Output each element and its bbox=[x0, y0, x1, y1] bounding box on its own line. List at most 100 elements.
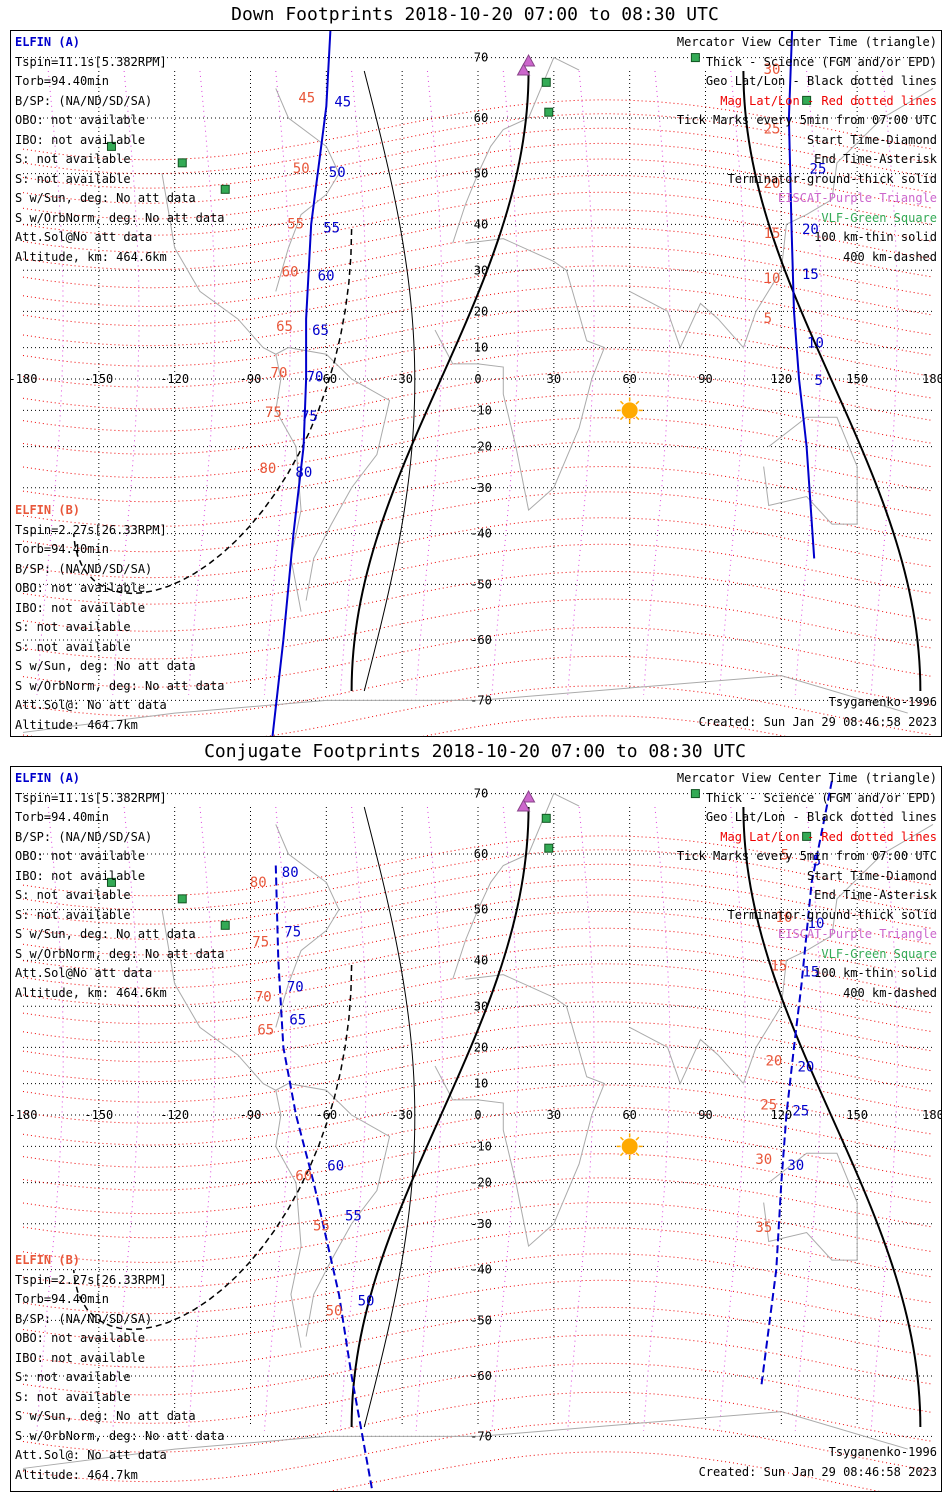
mag-lon-line bbox=[263, 806, 292, 1432]
coastline bbox=[434, 238, 606, 512]
mag-lat-line bbox=[22, 1177, 934, 1239]
mag-lat-line bbox=[22, 517, 934, 579]
legend-geo: Geo Lat/Lon - Black dotted lines bbox=[705, 74, 937, 88]
track-a-tick-label: 5 bbox=[815, 373, 823, 389]
lon-tick-label: 30 bbox=[547, 372, 561, 386]
mag-lat-line bbox=[22, 393, 934, 455]
eiscat-triangle-icon bbox=[521, 789, 536, 803]
track-b-tick-label: 25 bbox=[760, 1098, 777, 1114]
lon-tick-label: -90 bbox=[240, 372, 262, 386]
mag-lat-line bbox=[22, 113, 934, 175]
info-line: S: not available bbox=[15, 152, 131, 166]
lon-tick-label: -90 bbox=[240, 1108, 262, 1122]
track-b-tick-label: 30 bbox=[755, 1152, 772, 1168]
lat-tick-label: -20 bbox=[470, 440, 492, 454]
info-line: OBO: not available bbox=[15, 849, 146, 863]
info-line: IBO: not available bbox=[15, 132, 146, 147]
legend-400km: 400 km-dashed bbox=[843, 249, 937, 264]
sun-ray bbox=[635, 400, 640, 405]
info-line: IBO: not available bbox=[15, 868, 146, 883]
track-b-tick-label: 30 bbox=[764, 62, 781, 78]
legend-thick: Thick - Science (FGM and/or EPD) bbox=[705, 790, 937, 805]
terminator-line bbox=[742, 70, 922, 692]
coastline bbox=[629, 87, 934, 349]
track-sat-a-east bbox=[760, 780, 833, 1388]
mag-lat-line bbox=[22, 441, 934, 503]
lon-tick-label: -180 bbox=[11, 1108, 37, 1122]
track-a-tick-label: 45 bbox=[334, 94, 351, 110]
lon-tick-label: 120 bbox=[770, 372, 792, 386]
mag-lat-line bbox=[22, 910, 934, 972]
info-line: S w/OrbNorm, deg: No att data bbox=[15, 946, 225, 961]
track-b-tick-label: 55 bbox=[287, 217, 304, 233]
info-line: S w/OrbNorm, deg: No att data bbox=[15, 1428, 225, 1443]
mag-lat-line bbox=[22, 1001, 934, 1063]
sun-ray bbox=[619, 1152, 624, 1157]
legend-terminator: Terminator-ground-thick solid bbox=[727, 907, 937, 922]
lon-tick-label: -30 bbox=[391, 372, 413, 386]
mag-lat-line bbox=[22, 598, 934, 660]
track-sat-a-east bbox=[787, 31, 816, 559]
map-legend: Mercator View Center Time (triangle) Thi… bbox=[677, 769, 937, 1003]
lat-tick-label: -50 bbox=[470, 577, 492, 591]
sun-ray bbox=[635, 1136, 640, 1141]
track-b-tick-label: 20 bbox=[764, 176, 781, 192]
info-line: OBO: not available bbox=[15, 581, 146, 595]
created-label: Created: Sun Jan 29 08:46:58 2023 bbox=[698, 715, 937, 729]
legend-eiscat: EISCAT-Purple Triangle bbox=[778, 927, 937, 941]
mag-lat-line bbox=[22, 626, 934, 688]
track-a-tick-label: 70 bbox=[287, 979, 304, 995]
lon-tick-label: 60 bbox=[622, 372, 636, 386]
mag-lat-line bbox=[22, 963, 934, 1025]
vlf-square-icon bbox=[177, 158, 187, 168]
lon-tick-label: 90 bbox=[698, 372, 712, 386]
sat-b-name: ELFIN (B) bbox=[15, 1253, 81, 1267]
sun-icon bbox=[621, 1138, 638, 1155]
lon-tick-label: 180 bbox=[922, 372, 941, 386]
track-a-tick-label: 80 bbox=[295, 465, 312, 481]
lat-tick-label: 10 bbox=[474, 1077, 488, 1091]
sun-ray bbox=[619, 400, 624, 405]
lon-tick-label: -150 bbox=[84, 372, 113, 386]
lon-tick-label: 0 bbox=[474, 372, 481, 386]
track-a-tick-label: 15 bbox=[803, 964, 820, 980]
lat-tick-label: 30 bbox=[474, 263, 488, 277]
lat-tick-label: -60 bbox=[470, 633, 492, 647]
mag-lat-line bbox=[22, 265, 934, 327]
mag-lat-line bbox=[22, 158, 934, 220]
vlf-square-icon bbox=[541, 813, 551, 823]
mag-lat-line bbox=[22, 1334, 934, 1396]
mag-lat-line bbox=[22, 849, 934, 911]
legend-ticks: Tick Marks every 5min from 07:00 UTC bbox=[676, 113, 937, 127]
coastline bbox=[161, 173, 302, 612]
legend-mag: Mag Lat/Lon - Red dotted lines bbox=[720, 93, 937, 108]
info-line: S: not available bbox=[15, 1370, 131, 1384]
mag-lat-line bbox=[22, 1084, 934, 1146]
lat-tick-label: -30 bbox=[470, 1217, 492, 1231]
mag-lat-line bbox=[22, 981, 934, 1044]
mag-lat-line bbox=[22, 1306, 934, 1368]
mag-lat-line bbox=[22, 1279, 934, 1341]
mag-lat-line bbox=[22, 1201, 934, 1264]
vlf-square-icon bbox=[544, 107, 554, 117]
lat-tick-label: -40 bbox=[470, 527, 492, 541]
mag-lat-line bbox=[22, 894, 934, 956]
mag-lat-line bbox=[22, 1062, 934, 1124]
mag-lat-line bbox=[22, 1362, 934, 1424]
track-b-tick-label: 70 bbox=[255, 989, 272, 1005]
legend-mercator: Mercator View Center Time (triangle) bbox=[676, 771, 937, 785]
legend-vlf: VLF-Green Square bbox=[821, 946, 937, 961]
info-line: IBO: not available bbox=[15, 1350, 146, 1365]
track-b-tick-label: 80 bbox=[259, 461, 276, 477]
model-label: Tsyganenko-1996 bbox=[828, 1445, 937, 1459]
track-a-tick-label: 25 bbox=[810, 162, 827, 178]
track-a-tick-label: 65 bbox=[289, 1012, 306, 1028]
info-line: S: not available bbox=[15, 620, 131, 634]
sat-a-name: ELFIN (A) bbox=[15, 771, 81, 785]
coastline bbox=[763, 1152, 858, 1261]
coastline bbox=[434, 974, 606, 1248]
lat-tick-label: -70 bbox=[470, 693, 492, 707]
lon-tick-label: 0 bbox=[474, 1108, 481, 1122]
track-b-tick-label: 10 bbox=[764, 271, 781, 287]
mag-lon-line bbox=[567, 70, 595, 696]
